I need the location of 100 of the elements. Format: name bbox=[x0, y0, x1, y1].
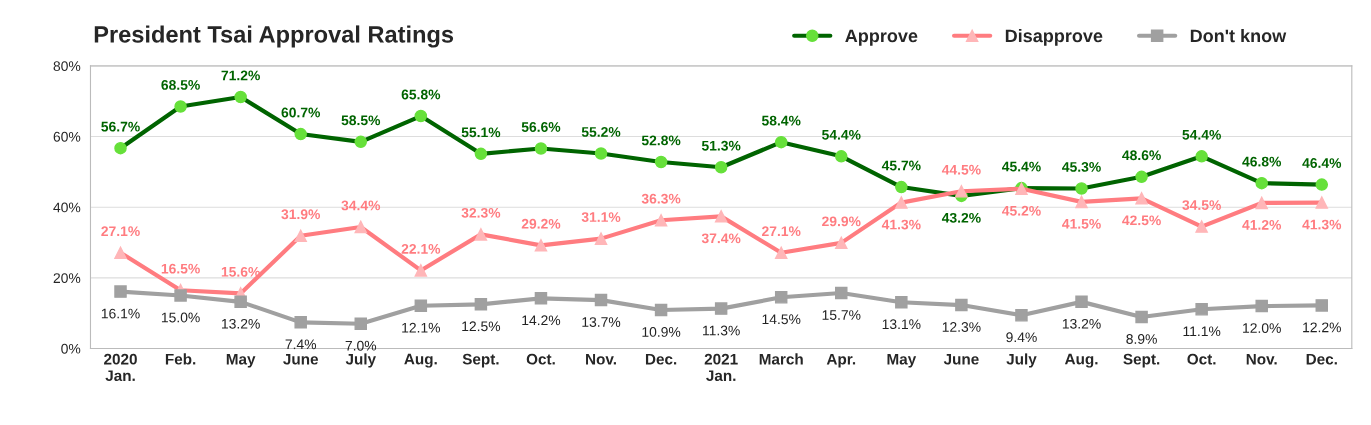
data-label: 71.2% bbox=[221, 70, 260, 81]
x-tick-label: 2021 Jan. bbox=[704, 353, 738, 382]
legend-label: Don't know bbox=[1190, 29, 1287, 43]
data-label: 29.9% bbox=[822, 216, 861, 227]
legend-label: Disapprove bbox=[1005, 29, 1103, 46]
data-label: 16.1% bbox=[101, 308, 140, 319]
point bbox=[714, 302, 728, 315]
data-label: 68.5% bbox=[161, 80, 200, 90]
point bbox=[594, 293, 608, 307]
data-label: 36.3% bbox=[641, 193, 681, 204]
data-label: 52.8% bbox=[641, 135, 681, 146]
x-tick-label: Oct. bbox=[1187, 353, 1216, 365]
data-label: 11.1% bbox=[1183, 326, 1221, 337]
data-label: 15.6% bbox=[221, 266, 260, 277]
data-label: 7.0% bbox=[345, 340, 377, 351]
data-label: 45.3% bbox=[1062, 161, 1101, 172]
data-label: 9.4% bbox=[1006, 332, 1037, 343]
data-label: 56.7% bbox=[101, 121, 140, 132]
x-tick-label: Sept. bbox=[462, 353, 499, 368]
data-label: 42.5% bbox=[1122, 215, 1161, 226]
data-label: 12.2% bbox=[1303, 322, 1341, 333]
data-label: 31.1% bbox=[581, 212, 621, 223]
data-label: 45.7% bbox=[881, 160, 921, 171]
point bbox=[1195, 303, 1208, 316]
legend-label: Approve bbox=[845, 29, 918, 46]
y-tick-label: 60% bbox=[53, 131, 81, 142]
point bbox=[774, 291, 788, 304]
point bbox=[895, 295, 908, 309]
x-tick-label: Aug. bbox=[1064, 353, 1098, 368]
data-label: 29.2% bbox=[521, 218, 561, 229]
x-tick-label: May bbox=[226, 353, 256, 368]
x-tick-label: Aug. bbox=[404, 353, 437, 368]
x-tick-label: June bbox=[943, 353, 979, 365]
data-label: 14.5% bbox=[762, 314, 801, 325]
chart-title: President Tsai Approval Ratings bbox=[94, 25, 454, 48]
data-label: 14.2% bbox=[522, 315, 561, 326]
x-tick-label: Dec. bbox=[645, 353, 677, 365]
data-label: 43.2% bbox=[941, 212, 981, 223]
data-label: 34.5% bbox=[1182, 200, 1221, 210]
point bbox=[1315, 299, 1329, 312]
point bbox=[234, 295, 247, 309]
data-label: 54.4% bbox=[822, 129, 861, 140]
point bbox=[114, 285, 127, 298]
data-label: 41.3% bbox=[1302, 219, 1342, 230]
data-label: 58.5% bbox=[341, 115, 381, 126]
data-label: 41.2% bbox=[1242, 219, 1282, 230]
x-tick-label: Dec. bbox=[1306, 353, 1337, 365]
x-tick-label: Oct. bbox=[526, 353, 555, 365]
x-tick-label: Feb. bbox=[165, 353, 196, 365]
data-label: 11.3% bbox=[703, 325, 740, 336]
data-label: 16.5% bbox=[161, 263, 200, 274]
data-label: 15.0% bbox=[161, 312, 200, 323]
data-label: 55.2% bbox=[581, 127, 621, 137]
data-label: 45.4% bbox=[1001, 161, 1041, 172]
point bbox=[354, 317, 368, 331]
data-label: 15.7% bbox=[822, 310, 861, 320]
x-tick-label: May bbox=[887, 353, 917, 368]
y-tick-label: 40% bbox=[53, 202, 81, 213]
data-label: 32.3% bbox=[461, 207, 501, 218]
point bbox=[534, 292, 548, 305]
data-label: 37.4% bbox=[701, 233, 741, 244]
data-label: 44.5% bbox=[941, 164, 981, 175]
data-label: 60.7% bbox=[281, 107, 321, 118]
point bbox=[294, 316, 307, 329]
data-label: 46.8% bbox=[1242, 156, 1282, 167]
point bbox=[1015, 309, 1028, 322]
point bbox=[1075, 295, 1088, 309]
point bbox=[654, 303, 668, 317]
point bbox=[1135, 310, 1148, 324]
data-label: 12.5% bbox=[462, 321, 501, 332]
y-tick-label: 0% bbox=[61, 343, 81, 354]
data-label: 13.2% bbox=[1062, 318, 1101, 329]
data-label: 7.4% bbox=[285, 339, 317, 350]
data-label: 48.6% bbox=[1122, 150, 1161, 161]
data-label: 10.9% bbox=[642, 327, 681, 337]
x-tick-label: Apr. bbox=[826, 353, 856, 368]
data-label: 13.2% bbox=[222, 318, 260, 329]
x-tick-label: June bbox=[283, 353, 319, 365]
data-label: 34.4% bbox=[341, 200, 381, 211]
data-label: 51.3% bbox=[701, 140, 741, 151]
data-label: 41.3% bbox=[881, 219, 921, 230]
point bbox=[1255, 299, 1268, 313]
data-label: 27.1% bbox=[101, 226, 140, 237]
data-label: 31.9% bbox=[281, 209, 321, 220]
data-label: 12.3% bbox=[942, 322, 981, 332]
data-label: 12.0% bbox=[1243, 323, 1281, 333]
x-tick-label: July bbox=[1006, 353, 1037, 368]
data-label: 55.1% bbox=[461, 127, 501, 138]
x-tick-label: Nov. bbox=[586, 353, 616, 365]
data-label: 8.9% bbox=[1126, 334, 1157, 344]
data-label: 27.1% bbox=[762, 226, 801, 237]
y-tick-label: 80% bbox=[53, 61, 81, 72]
x-tick-label: 2020 Jan. bbox=[104, 353, 137, 382]
data-label: 22.1% bbox=[401, 243, 441, 254]
y-tick-label: 20% bbox=[53, 273, 81, 284]
data-label: 58.4% bbox=[761, 115, 801, 126]
point bbox=[474, 298, 488, 311]
data-label: 12.1% bbox=[402, 322, 441, 333]
x-tick-label: Nov. bbox=[1246, 353, 1277, 365]
point bbox=[414, 299, 428, 313]
